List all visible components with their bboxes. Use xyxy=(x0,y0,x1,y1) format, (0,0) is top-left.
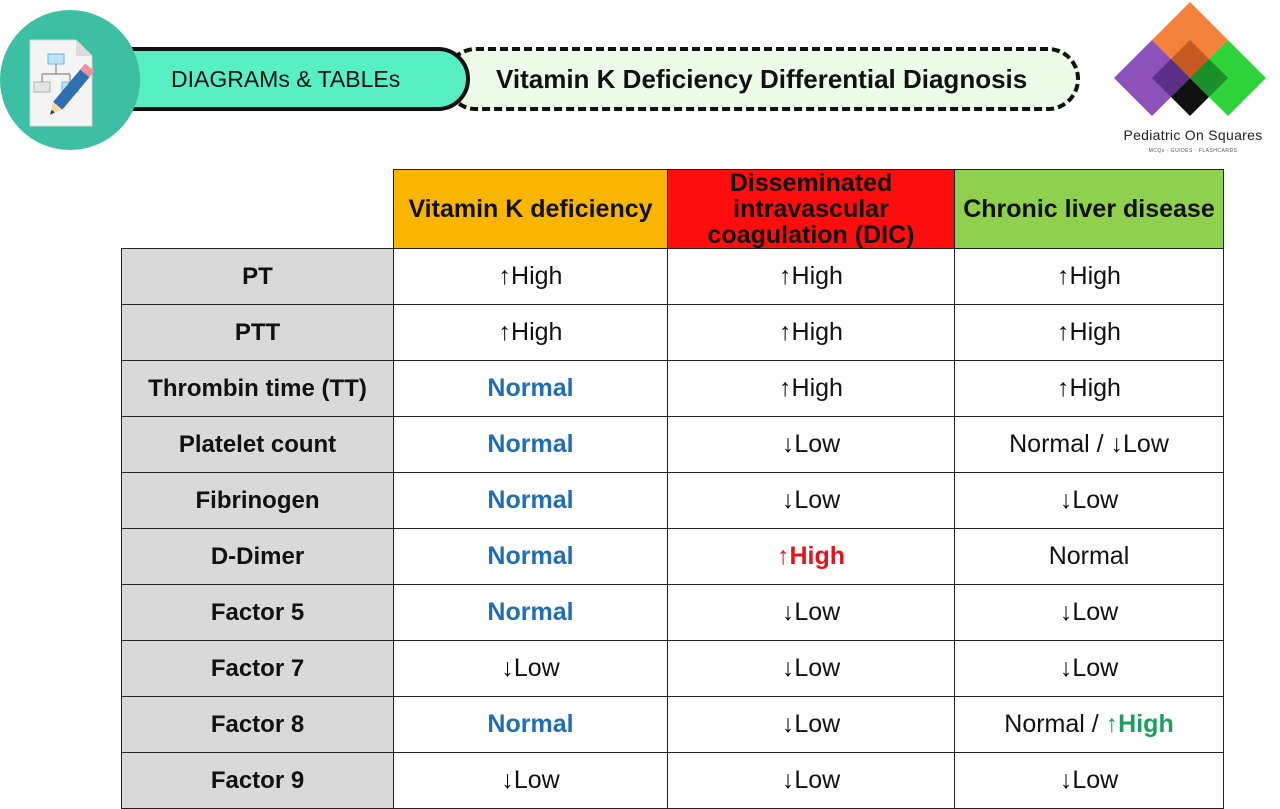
cell-cld: ↓Low xyxy=(954,640,1224,697)
cell-dic: ↑High xyxy=(667,304,955,361)
cell-dic: ↑High xyxy=(667,360,955,417)
table-row: PT ↑High ↑High ↑High xyxy=(121,248,1224,305)
row-label: PT xyxy=(121,248,394,305)
cell-dic: ↑High xyxy=(667,248,955,305)
cell-cld: Normal / ↑High xyxy=(954,696,1224,753)
table-row: Factor 7 ↓Low ↓Low ↓Low xyxy=(121,640,1224,697)
cell-cld: ↑High xyxy=(954,248,1224,305)
diagram-badge xyxy=(0,10,140,150)
table-row: D-Dimer Normal ↑High Normal xyxy=(121,528,1224,585)
logo-name: Pediatric On Squares xyxy=(1123,127,1263,143)
cell-vk: Normal xyxy=(393,528,668,585)
cell-cld: Normal xyxy=(954,528,1224,585)
table-row: PTT ↑High ↑High ↑High xyxy=(121,304,1224,361)
row-label: Thrombin time (TT) xyxy=(121,360,394,417)
cell-vk: Normal xyxy=(393,472,668,529)
cell-vk: ↑High xyxy=(393,304,668,361)
col-header-cld: Chronic liver disease xyxy=(954,169,1224,249)
pediatric-squares-logo-icon xyxy=(1114,2,1266,116)
cell-cld-high: ↑High xyxy=(1105,710,1174,738)
cell-cld: ↓Low xyxy=(954,584,1224,641)
cell-dic: ↓Low xyxy=(667,584,955,641)
row-label: Factor 7 xyxy=(121,640,394,697)
cell-vk: Normal xyxy=(393,584,668,641)
cell-vk: ↓Low xyxy=(393,640,668,697)
table-row: Fibrinogen Normal ↓Low ↓Low xyxy=(121,472,1224,529)
table-row: Platelet count Normal ↓Low Normal / ↓Low xyxy=(121,416,1224,473)
category-label: DIAGRAMs & TABLEs xyxy=(171,65,401,92)
cell-cld: ↑High xyxy=(954,304,1224,361)
cell-vk: Normal xyxy=(393,416,668,473)
cell-cld: ↓Low xyxy=(954,752,1224,809)
row-label: Factor 9 xyxy=(121,752,394,809)
logo-subtitle: MCQs · GUIDES · FLASHCARDS xyxy=(1148,148,1238,154)
cell-cld: Normal / ↓Low xyxy=(954,416,1224,473)
cell-cld-normal: Normal / xyxy=(1004,710,1106,738)
row-label: Platelet count xyxy=(121,416,394,473)
row-label: Factor 8 xyxy=(121,696,394,753)
category-pill: DIAGRAMs & TABLEs xyxy=(95,47,470,111)
col-header-vitamin-k: Vitamin K deficiency xyxy=(393,169,668,249)
table-row: Factor 8 Normal ↓Low Normal / ↑High xyxy=(121,696,1224,753)
cell-vk: ↓Low xyxy=(393,752,668,809)
differential-table: Vitamin K deficiency Disseminated intrav… xyxy=(121,169,1224,809)
cell-dic: ↓Low xyxy=(667,416,955,473)
cell-cld: ↑High xyxy=(954,360,1224,417)
page-title: Vitamin K Deficiency Differential Diagno… xyxy=(496,63,1028,94)
cell-vk: Normal xyxy=(393,360,668,417)
table-row: Factor 9 ↓Low ↓Low ↓Low xyxy=(121,752,1224,809)
cell-vk: ↑High xyxy=(393,248,668,305)
row-label: Fibrinogen xyxy=(121,472,394,529)
table-row: Factor 5 Normal ↓Low ↓Low xyxy=(121,584,1224,641)
corner-cell xyxy=(122,170,394,249)
row-label: Factor 5 xyxy=(121,584,394,641)
row-label: D-Dimer xyxy=(121,528,394,585)
cell-dic: ↓Low xyxy=(667,472,955,529)
title-pill: Vitamin K Deficiency Differential Diagno… xyxy=(444,47,1080,111)
cell-dic: ↓Low xyxy=(667,696,955,753)
diagram-edit-icon xyxy=(29,39,95,127)
cell-dic: ↓Low xyxy=(667,640,955,697)
cell-dic: ↓Low xyxy=(667,752,955,809)
cell-vk: Normal xyxy=(393,696,668,753)
table-header-row: Vitamin K deficiency Disseminated intrav… xyxy=(122,169,1224,249)
col-header-dic: Disseminated intravascular coagulation (… xyxy=(667,169,955,249)
cell-dic: ↑High xyxy=(667,528,955,585)
row-label: PTT xyxy=(121,304,394,361)
cell-cld: ↓Low xyxy=(954,472,1224,529)
table-row: Thrombin time (TT) Normal ↑High ↑High xyxy=(121,360,1224,417)
